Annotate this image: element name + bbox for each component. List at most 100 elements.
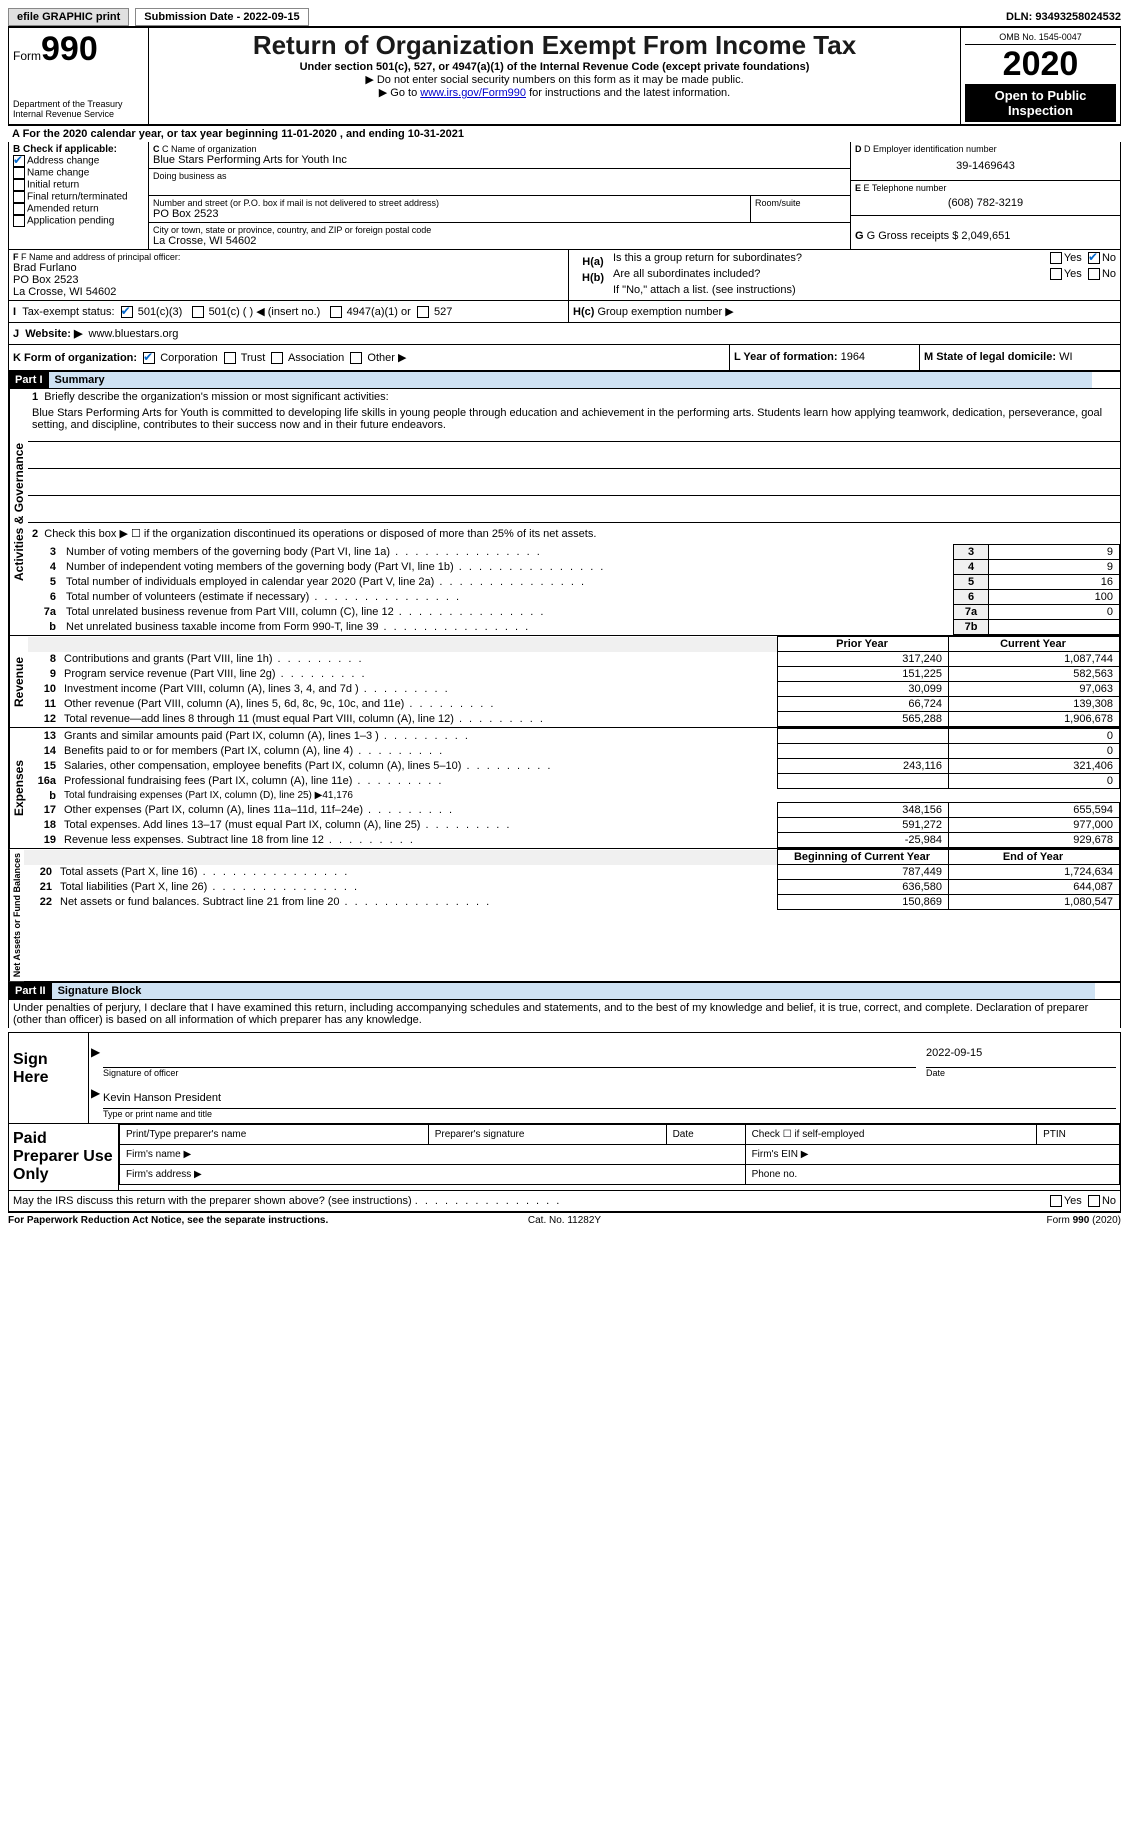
prep-self-employed: Check ☐ if self-employed (745, 1125, 1037, 1145)
checkbox-initial-return[interactable] (13, 179, 25, 191)
line-row: 16aProfessional fundraising fees (Part I… (28, 774, 1120, 789)
gross-receipts-value: 2,049,651 (961, 230, 1010, 242)
line-row: 5Total number of individuals employed in… (28, 575, 1120, 590)
open-to-public: Open to Public Inspection (965, 84, 1116, 122)
section-net-assets: Net Assets or Fund Balances Beginning of… (8, 849, 1121, 982)
form-title: Return of Organization Exempt From Incom… (153, 30, 956, 61)
footer-center: Cat. No. 11282Y (379, 1215, 750, 1226)
governance-lines: 3Number of voting members of the governi… (28, 544, 1120, 635)
cb-4947[interactable] (330, 306, 342, 318)
ptin-label: PTIN (1037, 1125, 1120, 1145)
org-name-label: C C Name of organization (153, 144, 846, 154)
firm-addr-label: Firm's address ▶ (120, 1165, 746, 1185)
line-row: 19Revenue less expenses. Subtract line 1… (28, 833, 1120, 848)
form-header: Form990 Department of the Treasury Inter… (8, 27, 1121, 125)
website-value: www.bluestars.org (89, 328, 179, 340)
dba-label: Doing business as (153, 171, 846, 181)
cb-other[interactable] (350, 352, 362, 364)
form-number: Form990 (13, 30, 144, 69)
sign-here-label: Sign Here (9, 1033, 89, 1123)
form990-link[interactable]: www.irs.gov/Form990 (420, 87, 526, 99)
line-row: 12Total revenue—add lines 8 through 11 (… (28, 712, 1120, 727)
dln: DLN: 93493258024532 (1006, 11, 1121, 23)
ha-no[interactable] (1088, 252, 1100, 264)
submission-date: Submission Date - 2022-09-15 (135, 8, 308, 26)
mission-label: Briefly describe the organization's miss… (44, 391, 388, 403)
checkbox-application-pending[interactable] (13, 215, 25, 227)
box-b-title: B Check if applicable: (13, 144, 144, 155)
signature-date: 2022-09-15 (926, 1041, 1116, 1068)
state-domicile: M State of legal domicile: WI (920, 345, 1120, 370)
discuss-row: May the IRS discuss this return with the… (8, 1191, 1121, 1212)
ein-label: D D Employer identification number (855, 144, 1116, 154)
h-c-label: Group exemption number ▶ (597, 306, 733, 318)
cb-trust[interactable] (224, 352, 236, 364)
section-governance: Activities & Governance 1 Briefly descri… (8, 389, 1121, 636)
cb-527[interactable] (417, 306, 429, 318)
hdr-end: End of Year (949, 850, 1120, 865)
prep-date-label: Date (666, 1125, 745, 1145)
firm-phone-label: Phone no. (745, 1165, 1119, 1185)
efile-print-button[interactable]: efile GRAPHIC print (8, 8, 129, 26)
phone-value: (608) 782-3219 (855, 193, 1116, 213)
vlabel-expenses: Expenses (9, 728, 28, 848)
line-row: 9Program service revenue (Part VIII, lin… (28, 667, 1120, 682)
line-row: 11Other revenue (Part VIII, column (A), … (28, 697, 1120, 712)
line-row: 8Contributions and grants (Part VIII, li… (28, 652, 1120, 667)
street-address: PO Box 2523 (153, 208, 746, 220)
section-expenses: Expenses 13Grants and similar amounts pa… (8, 728, 1121, 849)
discuss-no[interactable] (1088, 1195, 1100, 1207)
city-label: City or town, state or province, country… (153, 225, 846, 235)
part1-header: Part I Summary (8, 371, 1121, 389)
tax-year: 2020 (965, 45, 1116, 84)
form-subtitle-3: ▶ Go to www.irs.gov/Form990 for instruct… (153, 86, 956, 99)
h-b-question: Are all subordinates included? (613, 268, 760, 280)
line-2: Check this box ▶ ☐ if the organization d… (44, 528, 596, 540)
year-formation: L Year of formation: 1964 (730, 345, 920, 370)
dept-treasury: Department of the Treasury (13, 99, 144, 109)
perjury-declaration: Under penalties of perjury, I declare th… (8, 1000, 1121, 1028)
line-row: 3Number of voting members of the governi… (28, 545, 1120, 560)
cb-501c3[interactable] (121, 306, 133, 318)
officer-signature-line[interactable] (103, 1041, 916, 1068)
vlabel-revenue: Revenue (9, 636, 28, 727)
expense-lines: 13Grants and similar amounts paid (Part … (28, 728, 1120, 848)
room-suite-label: Room/suite (750, 196, 850, 223)
line-row: 20Total assets (Part X, line 16)787,4491… (24, 865, 1120, 880)
irs-label: Internal Revenue Service (13, 109, 144, 119)
line-row: 13Grants and similar amounts paid (Part … (28, 729, 1120, 744)
tax-status-label: Tax-exempt status: (22, 306, 114, 318)
line-row: 4Number of independent voting members of… (28, 560, 1120, 575)
officer-name: Brad Furlano (13, 262, 564, 274)
checkbox-address-change[interactable] (13, 155, 25, 167)
cb-assoc[interactable] (271, 352, 283, 364)
officer-label: F F Name and address of principal office… (13, 252, 564, 262)
checkbox-final-return[interactable] (13, 191, 25, 203)
ha-yes[interactable] (1050, 252, 1062, 264)
h-note: If "No," attach a list. (see instruction… (573, 284, 1116, 296)
line-row: 6Total number of volunteers (estimate if… (28, 590, 1120, 605)
cb-corp[interactable] (143, 352, 155, 364)
cb-501c[interactable] (192, 306, 204, 318)
line-row: 10Investment income (Part VIII, column (… (28, 682, 1120, 697)
checkbox-amended[interactable] (13, 203, 25, 215)
gross-receipts-label: G G Gross receipts $ (855, 230, 958, 242)
hb-yes[interactable] (1050, 268, 1062, 280)
revenue-lines: Prior Year Current Year 8Contributions a… (28, 636, 1120, 727)
hb-no[interactable] (1088, 268, 1100, 280)
h-b-tag: H(b) (573, 268, 613, 284)
line-row: 22Net assets or fund balances. Subtract … (24, 895, 1120, 910)
footer-right: Form 990 (2020) (750, 1215, 1121, 1226)
section-revenue: Revenue Prior Year Current Year 8Contrib… (8, 636, 1121, 728)
officer-group-row: F F Name and address of principal office… (8, 250, 1121, 301)
checkbox-name-change[interactable] (13, 167, 25, 179)
discuss-yes[interactable] (1050, 1195, 1062, 1207)
hdr-prior: Prior Year (778, 637, 949, 652)
city-state-zip: La Crosse, WI 54602 (153, 235, 846, 247)
firm-name-label: Firm's name ▶ (120, 1145, 746, 1165)
preparer-table: Print/Type preparer's name Preparer's si… (119, 1124, 1120, 1185)
hdr-begin: Beginning of Current Year (778, 850, 949, 865)
line-row: 21Total liabilities (Part X, line 26)636… (24, 880, 1120, 895)
org-name: Blue Stars Performing Arts for Youth Inc (153, 154, 846, 166)
net-lines: Beginning of Current Year End of Year 20… (24, 849, 1120, 910)
